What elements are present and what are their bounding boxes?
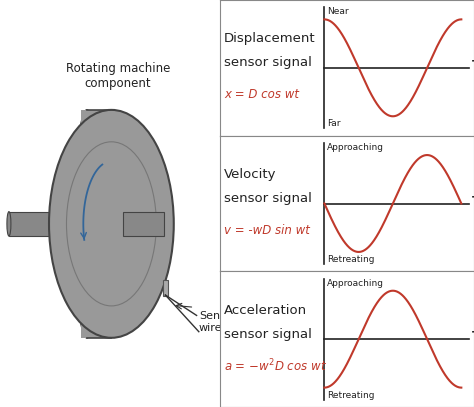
Ellipse shape: [74, 110, 99, 338]
Text: sensor signal: sensor signal: [224, 328, 312, 341]
Text: Far: Far: [327, 119, 340, 128]
Text: Acceleration: Acceleration: [224, 304, 307, 317]
Text: Time: Time: [472, 59, 474, 72]
Text: v = -wD sin wt: v = -wD sin wt: [224, 224, 310, 236]
Ellipse shape: [7, 212, 11, 236]
Text: a = $-w^2$D cos wt: a = $-w^2$D cos wt: [224, 357, 327, 374]
Bar: [81, 110, 111, 338]
Text: Approaching: Approaching: [327, 279, 384, 288]
Bar: [123, 212, 164, 236]
Text: Time: Time: [472, 330, 474, 343]
Text: Time: Time: [472, 195, 474, 208]
Text: Retreating: Retreating: [327, 391, 374, 400]
Text: x = D cos wt: x = D cos wt: [224, 88, 299, 101]
Text: Velocity: Velocity: [224, 168, 277, 181]
Text: Sensor
wires: Sensor wires: [199, 311, 237, 333]
Text: sensor signal: sensor signal: [224, 192, 312, 205]
Circle shape: [49, 110, 174, 338]
Text: Approaching: Approaching: [327, 143, 384, 152]
Text: Displacement: Displacement: [224, 32, 316, 45]
Text: Near: Near: [327, 7, 348, 16]
Text: Retreating: Retreating: [327, 255, 374, 264]
Text: Rotating machine
component: Rotating machine component: [66, 61, 170, 90]
Bar: [163, 280, 168, 296]
Text: sensor signal: sensor signal: [224, 57, 312, 70]
Bar: [9, 212, 83, 236]
